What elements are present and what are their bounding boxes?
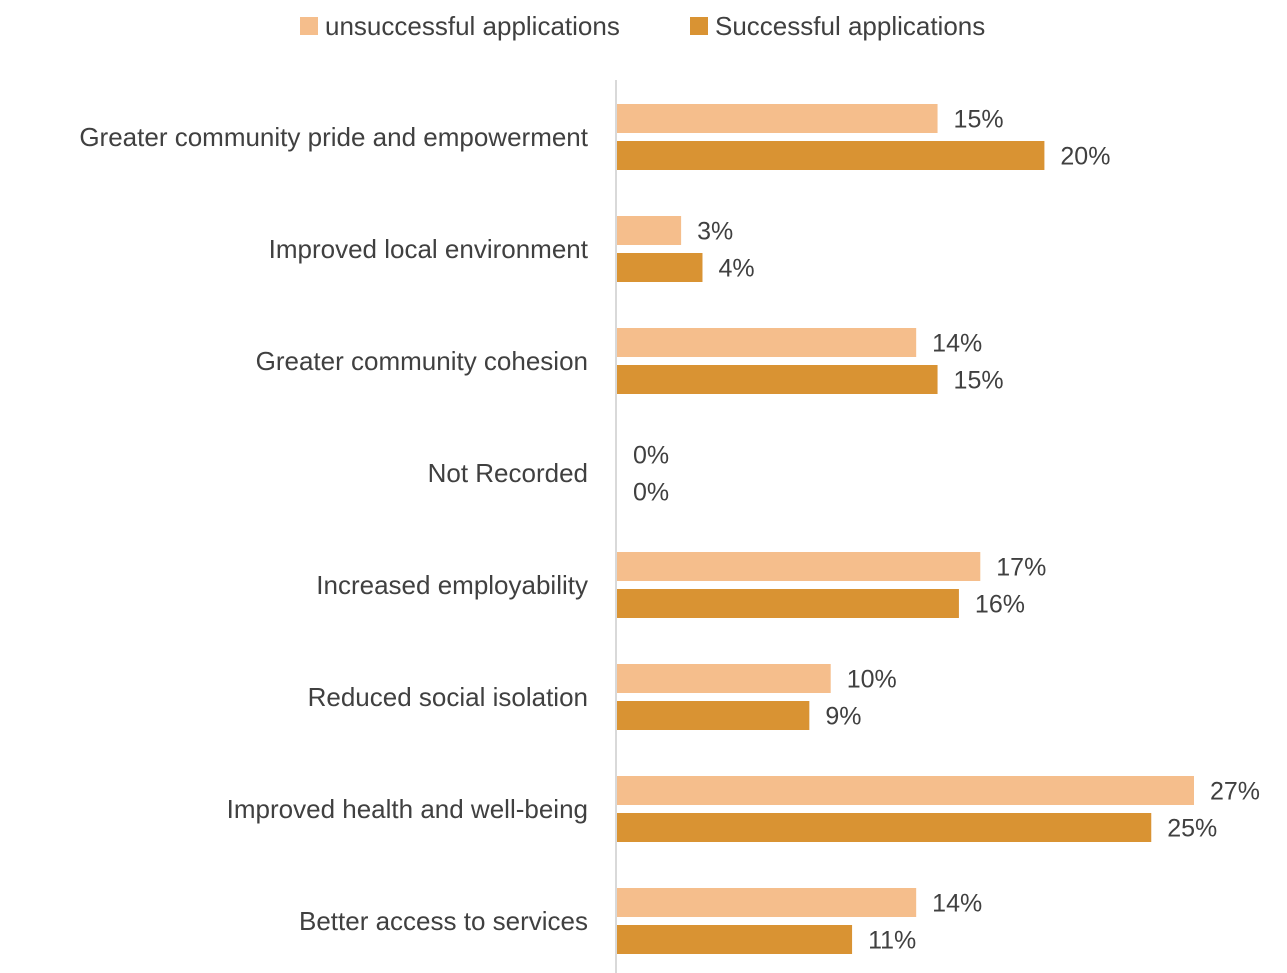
value-label-successful: 9% — [825, 703, 861, 731]
value-label-successful: 20% — [1060, 143, 1110, 171]
bar-successful — [617, 813, 1152, 842]
bar-unsuccessful — [617, 328, 917, 357]
plot-area: Greater community pride and empowerment 1… — [79, 104, 1260, 955]
bar-unsuccessful — [617, 552, 981, 581]
bar-unsuccessful — [617, 776, 1194, 805]
value-label-unsuccessful: 10% — [847, 666, 897, 694]
bar-unsuccessful — [617, 888, 917, 917]
category-label: Not Recorded — [428, 458, 588, 488]
legend-swatch-successful — [690, 17, 708, 35]
value-label-unsuccessful: 17% — [996, 554, 1046, 582]
value-label-successful: 11% — [868, 927, 916, 955]
value-label-unsuccessful: 0% — [633, 442, 669, 470]
value-label-successful: 25% — [1167, 815, 1217, 843]
value-label-successful: 15% — [954, 367, 1004, 395]
bar-successful — [617, 141, 1045, 170]
chart-legend: unsuccessful applications Successful app… — [300, 11, 985, 41]
bar-successful — [617, 253, 703, 282]
category-label: Improved local environment — [269, 234, 589, 264]
category-label: Improved health and well-being — [227, 794, 588, 824]
bar-successful — [617, 589, 959, 618]
category-label: Greater community cohesion — [256, 346, 588, 376]
bar-successful — [617, 925, 853, 954]
value-label-unsuccessful: 14% — [932, 330, 982, 358]
bar-unsuccessful — [617, 664, 831, 693]
legend-label-successful: Successful applications — [715, 11, 985, 41]
bar-unsuccessful — [617, 104, 938, 133]
legend-label-unsuccessful: unsuccessful applications — [325, 11, 620, 41]
bar-successful — [617, 365, 938, 394]
bar-successful — [617, 701, 810, 730]
legend-swatch-unsuccessful — [300, 17, 318, 35]
value-label-unsuccessful: 15% — [954, 106, 1004, 134]
category-label: Increased employability — [316, 570, 588, 600]
value-label-unsuccessful: 27% — [1210, 778, 1260, 806]
category-label: Greater community pride and empowerment — [79, 122, 588, 152]
value-label-successful: 0% — [633, 479, 669, 507]
value-label-unsuccessful: 14% — [932, 890, 982, 918]
value-label-unsuccessful: 3% — [697, 218, 733, 246]
category-label: Better access to services — [299, 906, 588, 936]
value-label-successful: 4% — [718, 255, 754, 283]
bar-unsuccessful — [617, 216, 682, 245]
category-label: Reduced social isolation — [308, 682, 588, 712]
value-label-successful: 16% — [975, 591, 1025, 619]
